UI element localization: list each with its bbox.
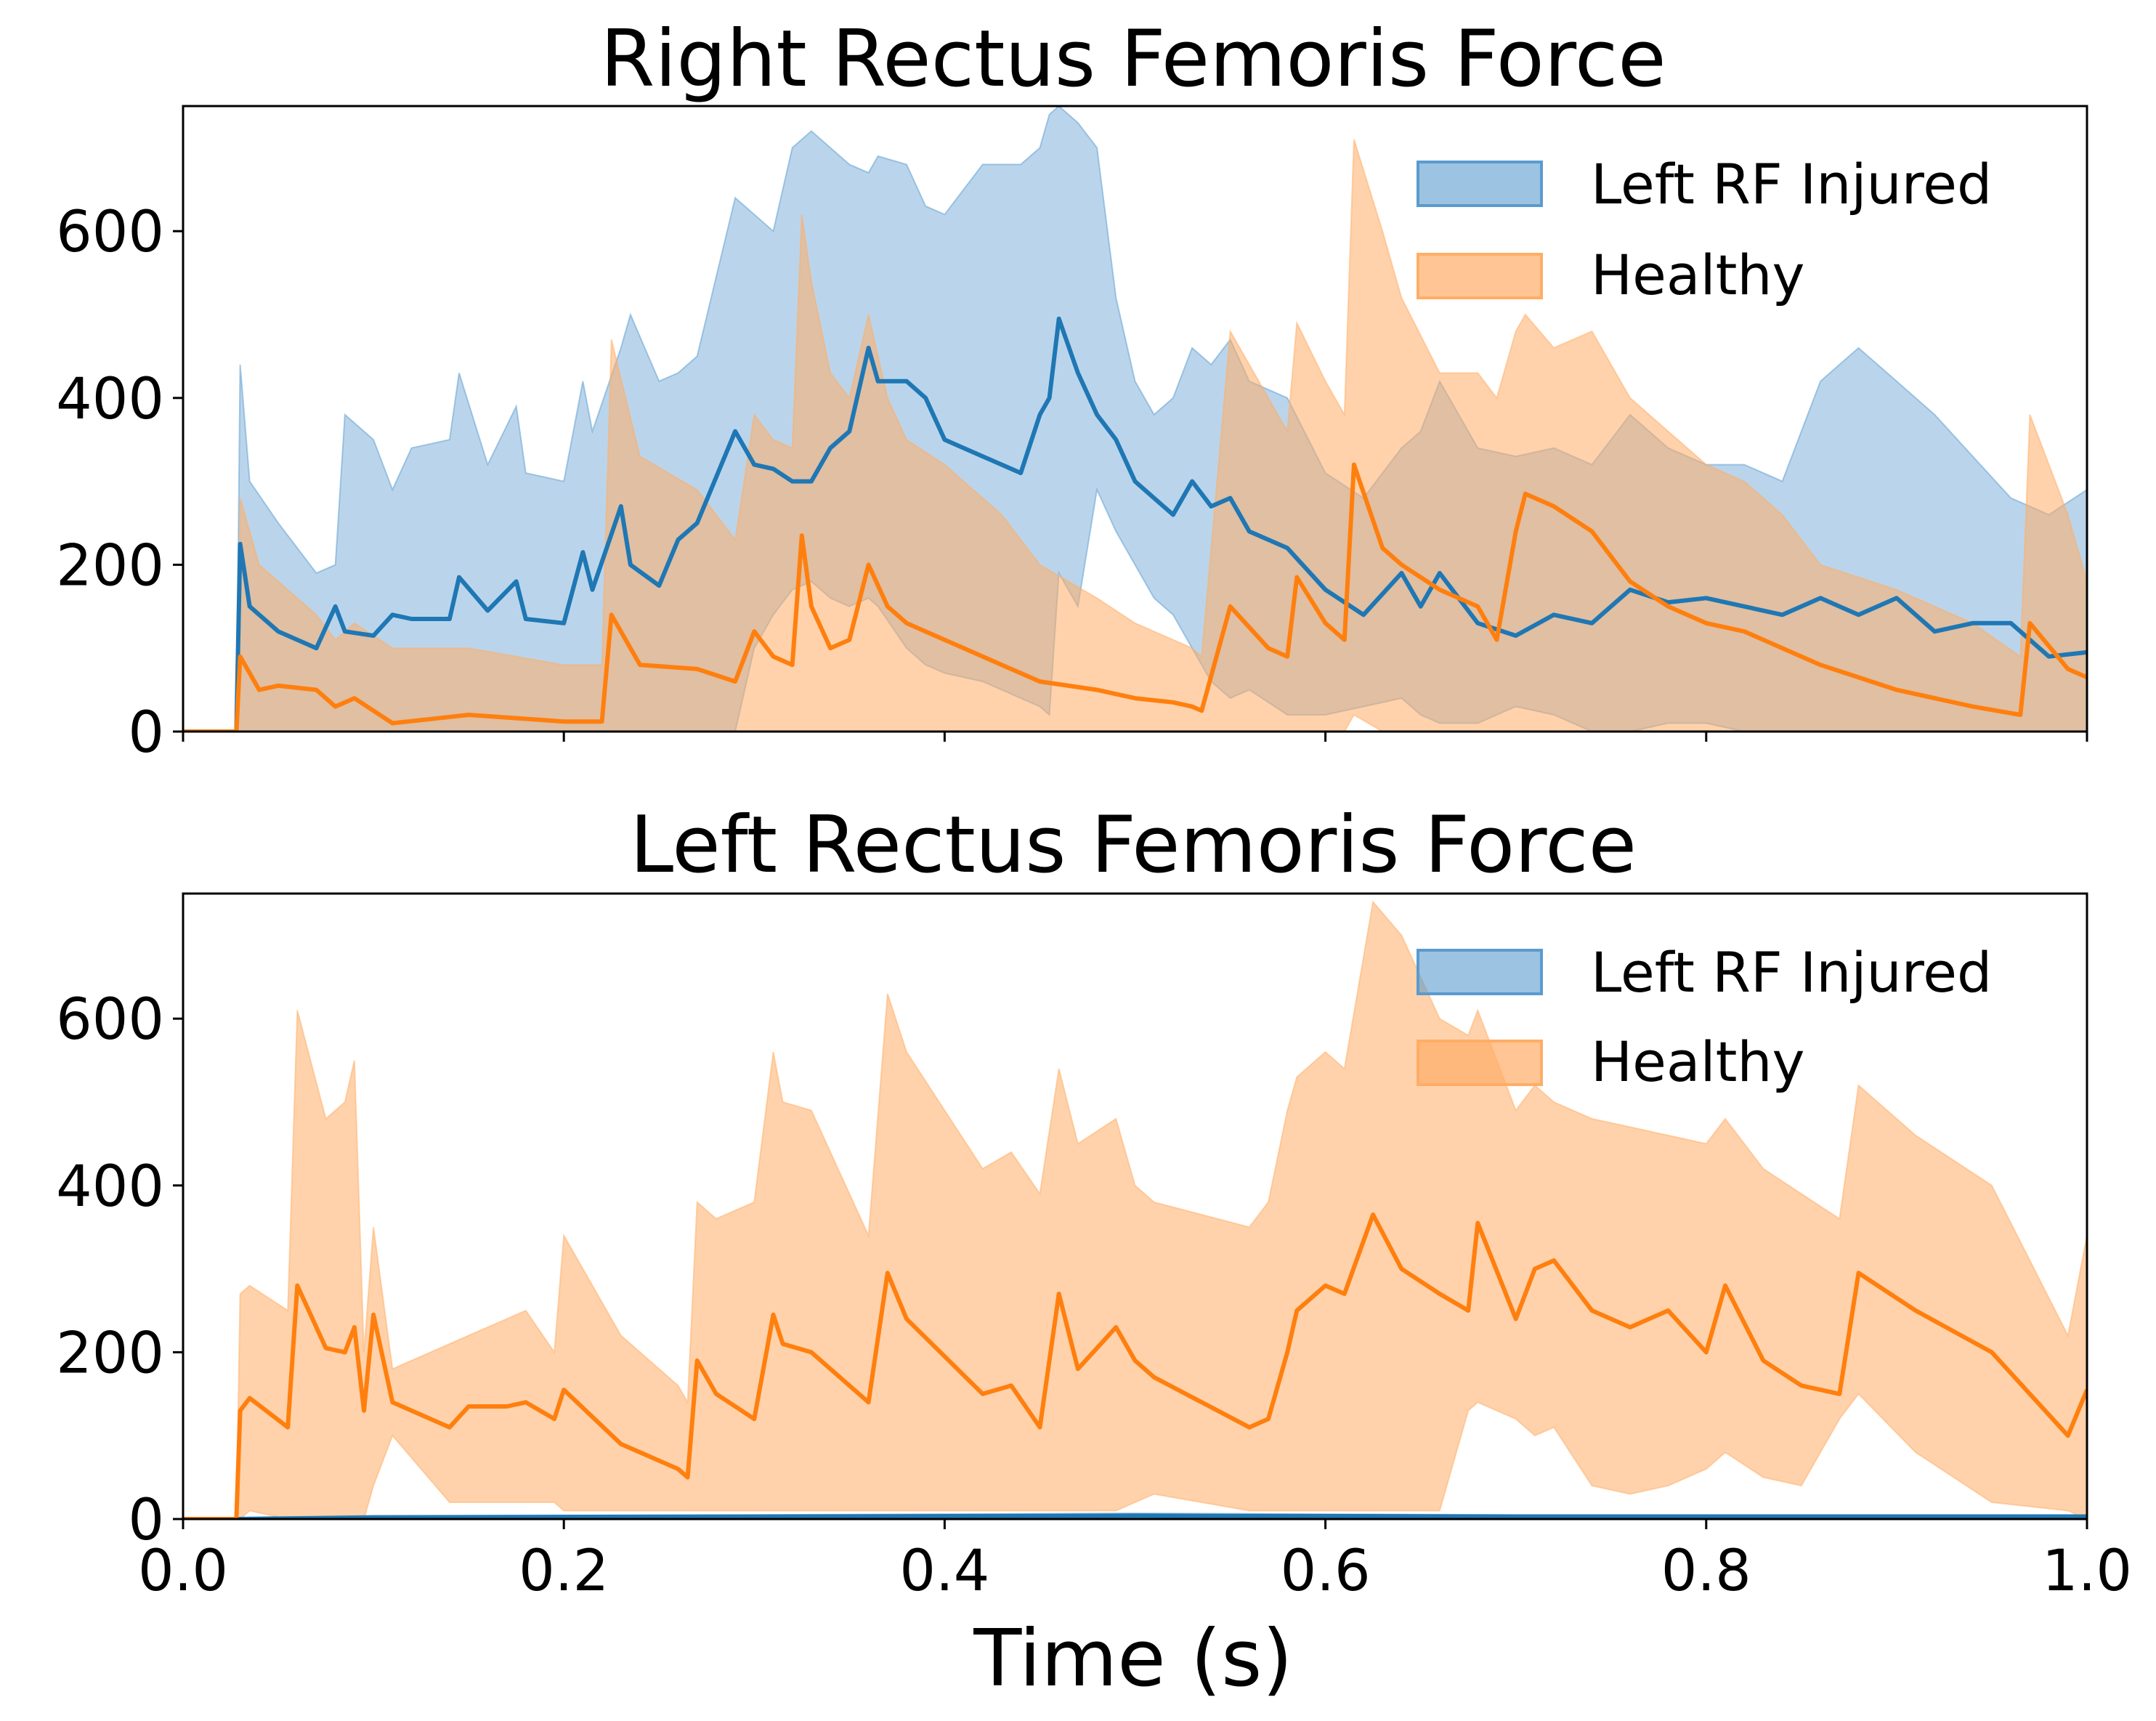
y-tick-label: 400 [56, 1154, 164, 1220]
y-tick-label: 0 [128, 1488, 164, 1553]
plot-area [183, 106, 2087, 732]
chart-title: Left Rectus Femoris Force [630, 800, 1637, 891]
x-tick-label: 0.2 [519, 1539, 609, 1604]
x-tick-label: 1.0 [2042, 1539, 2132, 1604]
band-healthy [183, 900, 2087, 1519]
line-healthy [183, 1212, 2087, 1519]
x-axis-label: Time (s) [973, 1613, 1292, 1704]
axes-frame [182, 105, 2088, 733]
axes-frame [182, 892, 2088, 1520]
line-injured [183, 316, 2087, 732]
legend-swatch-healthy [1417, 1040, 1543, 1086]
chart-title: Right Rectus Femoris Force [600, 14, 1666, 105]
y-tick-label: 200 [56, 1321, 164, 1386]
legend-swatch-healthy [1417, 253, 1543, 299]
legend: Left RF Injured Healthy [1417, 152, 1992, 307]
legend-swatch-injured [1417, 949, 1543, 995]
y-tick-label: 200 [56, 533, 164, 599]
x-tick-label: 0.8 [1661, 1539, 1751, 1604]
x-tick-label: 0.4 [899, 1539, 989, 1604]
axes: 0 200 400 600 0.0 0.2 0.4 0.6 0.8 1.0 [56, 892, 2132, 1604]
legend-label-healthy: Healthy [1591, 1029, 1805, 1094]
x-tick-label: 0.6 [1281, 1539, 1371, 1604]
y-tick-label: 400 [56, 367, 164, 432]
legend-swatch-injured [1417, 161, 1543, 207]
line-healthy [183, 462, 2087, 732]
y-tick-label: 600 [56, 987, 164, 1053]
x-tick-label: 0.0 [138, 1539, 228, 1604]
y-tick-label: 600 [56, 200, 164, 265]
legend-label-injured: Left RF Injured [1591, 940, 1992, 1005]
chart-right-rf: Right Rectus Femoris Force 0 200 400 600 Le… [56, 14, 2088, 766]
legend-label-injured: Left RF Injured [1591, 152, 1992, 216]
legend-label-healthy: Healthy [1591, 243, 1805, 307]
axes: 0 200 400 600 [56, 105, 2088, 766]
legend: Left RF Injured Healthy [1417, 940, 1992, 1094]
series-group [183, 106, 2087, 732]
y-tick-label: 0 [128, 700, 164, 766]
